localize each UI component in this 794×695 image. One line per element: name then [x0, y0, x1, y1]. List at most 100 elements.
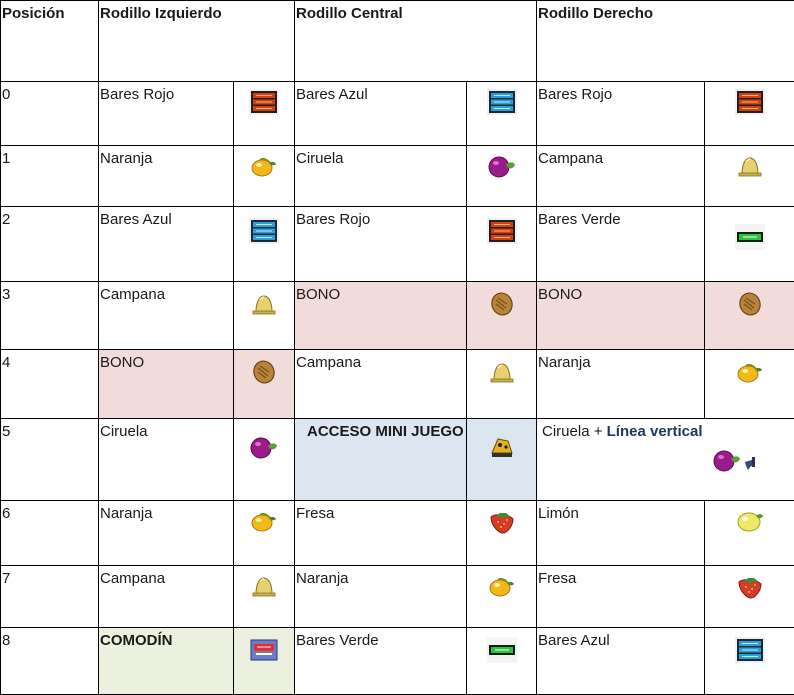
right-symbol-name: Campana: [536, 145, 706, 207]
center-symbol-name: BONO: [294, 281, 467, 350]
wild-icon: [248, 636, 280, 664]
mini-game-access: ACCESO MINI JUEGO: [294, 418, 467, 501]
left-symbol-icon-cell: [233, 418, 295, 501]
position-cell: 3: [0, 281, 99, 350]
center-symbol-icon-cell: [465, 500, 538, 566]
left-symbol-name: BONO: [98, 349, 234, 419]
lemon-icon: [734, 507, 766, 535]
position-cell: 4: [0, 349, 99, 419]
plum-icon: [248, 433, 280, 461]
right-symbol-name: Ciruela + Línea vertical: [536, 418, 794, 501]
orange-icon: [248, 152, 280, 180]
left-symbol-name: Naranja: [98, 500, 234, 566]
center-symbol-name: Ciruela: [294, 145, 467, 207]
center-symbol-icon-cell: [465, 81, 538, 146]
center-symbol-icon-cell: [465, 206, 538, 282]
center-symbol-name: Campana: [294, 349, 467, 419]
left-symbol-icon-cell: [233, 565, 295, 628]
right-symbol-text: Ciruela +: [542, 423, 603, 440]
table-row: 6 Naranja Fresa Limón: [0, 500, 794, 566]
center-symbol-name: Bares Rojo: [294, 206, 467, 282]
left-symbol-icon-cell: [233, 349, 295, 419]
right-symbol-icon-cell: [704, 81, 794, 146]
orange-icon: [734, 358, 766, 386]
plum-icon: [486, 152, 518, 180]
table-row: 0 Bares Rojo Bares Azul Bares Rojo: [0, 81, 794, 146]
position-cell: 8: [0, 627, 99, 695]
center-symbol-icon-cell: [465, 565, 538, 628]
bar-blue-icon: [248, 217, 280, 245]
strawberry-icon: [734, 572, 766, 600]
right-symbol-icon-cell: [704, 349, 794, 419]
right-symbol-icon-cell: [704, 500, 794, 566]
bell-icon: [486, 358, 518, 386]
center-symbol-icon-cell: [465, 349, 538, 419]
bar-red-icon: [248, 88, 280, 116]
header-center-reel: Rodillo Central: [293, 0, 538, 82]
left-symbol-icon-cell: [233, 145, 295, 207]
center-symbol-icon-cell: [465, 418, 538, 501]
right-symbol-name: Bares Verde: [536, 206, 706, 282]
position-cell: 0: [0, 81, 99, 146]
bell-icon: [734, 152, 766, 180]
left-symbol-icon-cell: [233, 206, 295, 282]
center-symbol-name: Fresa: [294, 500, 467, 566]
plum-vertical-line-icon: [710, 446, 762, 474]
position-cell: 2: [0, 206, 99, 282]
bell-icon: [248, 572, 280, 600]
right-symbol-name: Naranja: [536, 349, 706, 419]
table-row: 5 Ciruela ACCESO MINI JUEGO Ciruela + Lí…: [0, 418, 794, 501]
right-symbol-name: BONO: [536, 281, 706, 350]
table-row: 4 BONO Campana Naranja: [0, 349, 794, 419]
left-symbol-name: Campana: [98, 281, 234, 350]
left-symbol-name: Campana: [98, 565, 234, 628]
header-row: Posición Rodillo Izquierdo Rodillo Centr…: [0, 0, 794, 82]
center-symbol-icon-cell: [465, 627, 538, 695]
table-row: 3 Campana BONO BONO: [0, 281, 794, 350]
orange-icon: [248, 507, 280, 535]
table-row: 2 Bares Azul Bares Rojo Bares Verde: [0, 206, 794, 282]
center-symbol-icon-cell: [465, 145, 538, 207]
bonus-nut-icon: [734, 290, 766, 318]
right-symbol-name: Bares Azul: [536, 627, 706, 695]
right-symbol-icon-cell: [704, 565, 794, 628]
right-symbol-icon-cell: [704, 145, 794, 207]
center-symbol-icon-cell: [465, 281, 538, 350]
left-symbol-icon-cell: [233, 627, 295, 695]
position-cell: 1: [0, 145, 99, 207]
left-symbol-name: Ciruela: [98, 418, 234, 501]
orange-icon: [486, 572, 518, 600]
right-symbol-name: Bares Rojo: [536, 81, 706, 146]
right-symbol-name: Limón: [536, 500, 706, 566]
position-cell: 7: [0, 565, 99, 628]
table-row: 7 Campana Naranja Fresa: [0, 565, 794, 628]
bar-blue-icon: [486, 88, 518, 116]
left-symbol-icon-cell: [233, 81, 295, 146]
position-cell: 5: [0, 418, 99, 501]
center-symbol-name: Bares Azul: [294, 81, 467, 146]
strawberry-icon: [486, 507, 518, 535]
bar-green-icon: [486, 636, 518, 664]
header-position: Posición: [0, 0, 99, 82]
wild-label: COMODÍN: [98, 627, 234, 695]
left-symbol-icon-cell: [233, 281, 295, 350]
left-symbol-icon-cell: [233, 500, 295, 566]
header-right-reel: Rodillo Derecho: [536, 0, 794, 82]
vertical-line-label: Línea vertical: [606, 423, 703, 440]
bell-icon: [248, 290, 280, 318]
bonus-nut-icon: [248, 358, 280, 386]
right-symbol-icon-cell: [704, 206, 794, 282]
left-symbol-name: Naranja: [98, 145, 234, 207]
mini-game-icon: [486, 433, 518, 461]
bar-blue-icon: [734, 636, 766, 664]
right-symbol-icon-cell: [704, 627, 794, 695]
right-symbol-icon-cell: [704, 281, 794, 350]
table-row: 8 COMODÍN Bares Verde Bares Azul: [0, 627, 794, 695]
bar-red-icon: [486, 217, 518, 245]
bar-green-icon: [734, 223, 766, 251]
center-symbol-name: Naranja: [294, 565, 467, 628]
right-symbol-name: Fresa: [536, 565, 706, 628]
header-left-reel: Rodillo Izquierdo: [98, 0, 295, 82]
position-cell: 6: [0, 500, 99, 566]
